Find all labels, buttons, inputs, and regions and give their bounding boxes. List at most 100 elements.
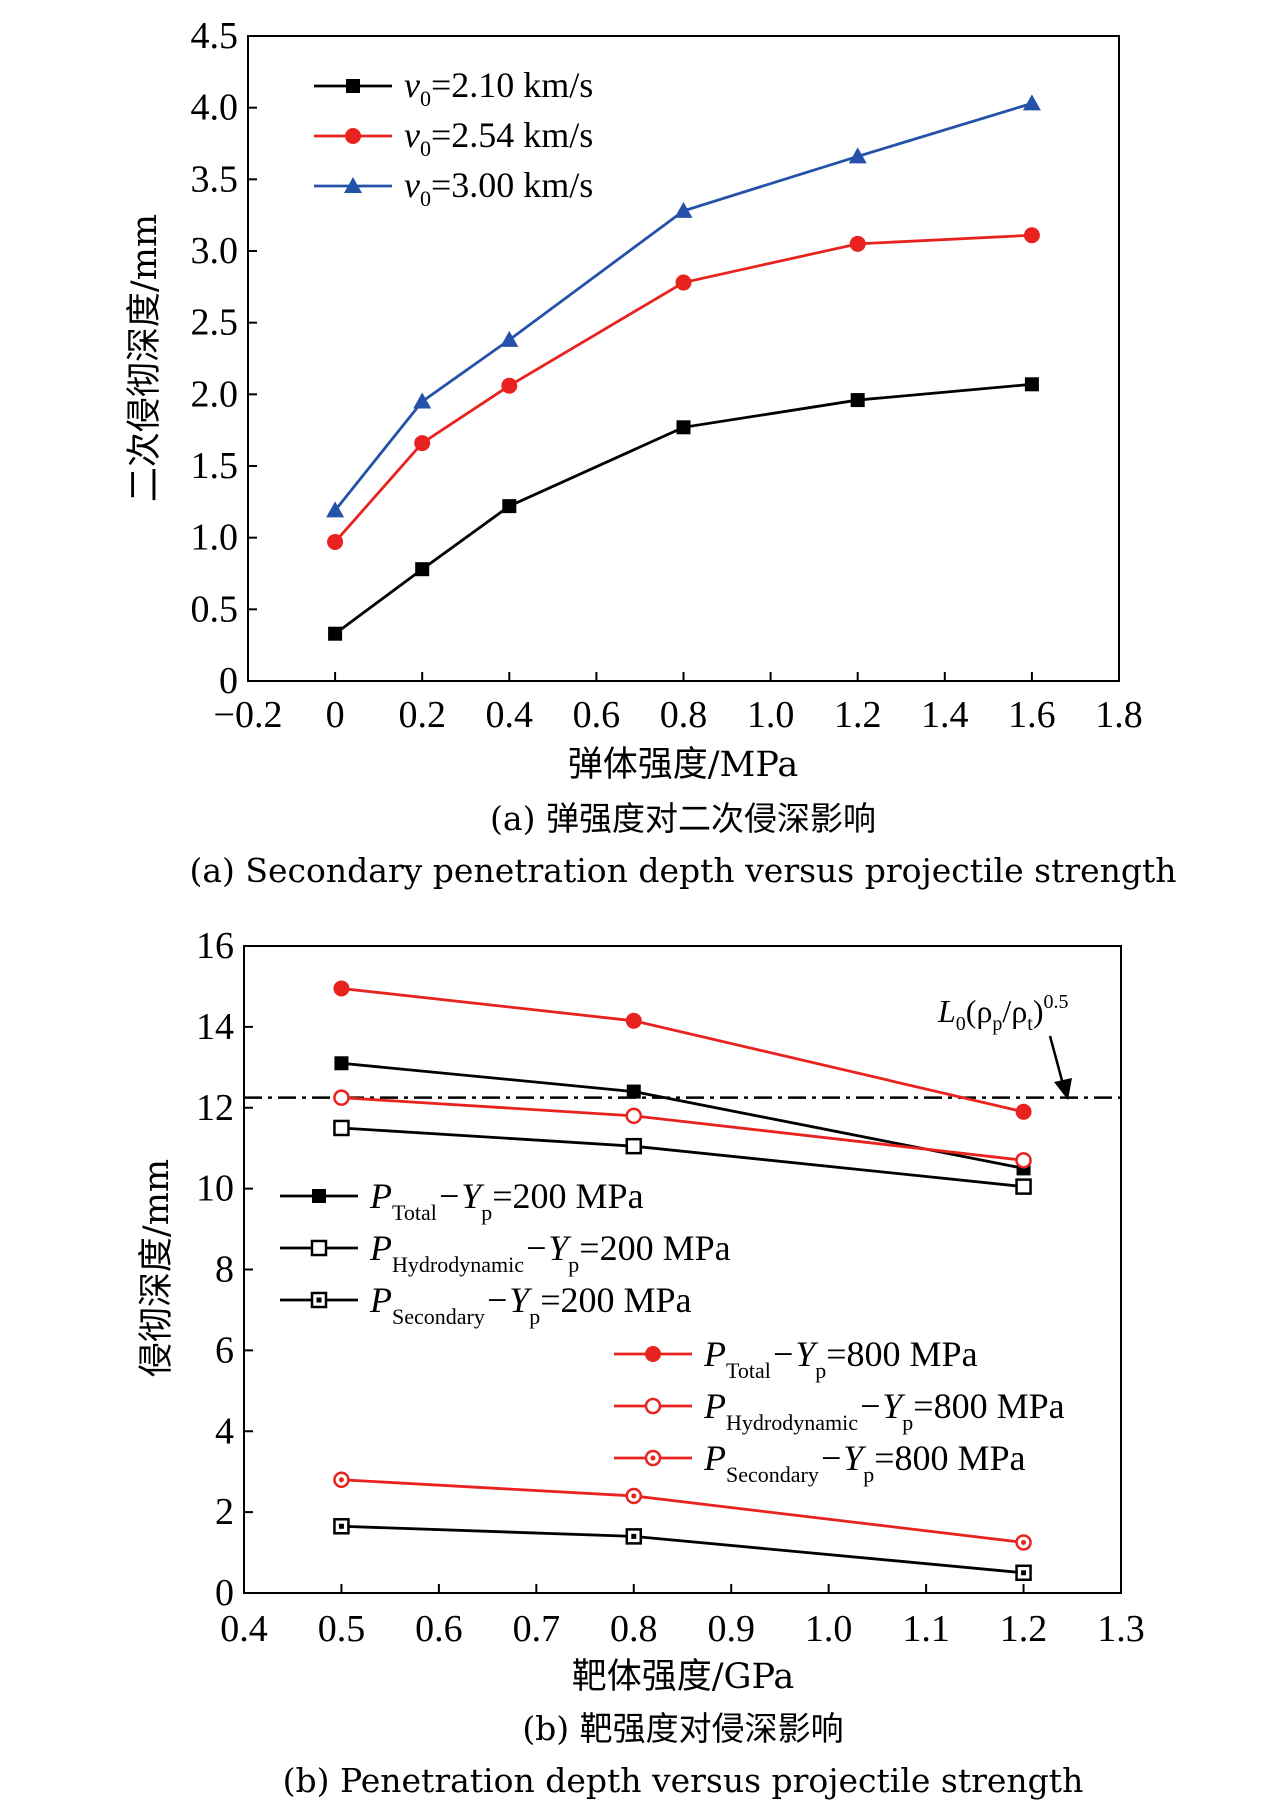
series-line: [341, 1524, 1024, 1575]
series-line: [334, 382, 1033, 635]
annotation-open: (ρ: [966, 993, 993, 1029]
y-tick-label: 0.5: [191, 588, 239, 630]
legend-entry-2: v0=2.54 km/s: [314, 115, 593, 161]
y-tick-label: 3.0: [191, 230, 239, 272]
data-point: [674, 201, 693, 218]
data-point: [326, 501, 345, 518]
legend-entry-1: PTotal−Yp=200 MPa: [280, 1176, 644, 1225]
series-5: [333, 1089, 1032, 1169]
data-point: [1015, 1178, 1032, 1195]
data-point: [500, 330, 519, 347]
legend-subscript: Secondary: [392, 1304, 485, 1329]
x-tick-label: 1.0: [805, 1608, 853, 1650]
y-tick-label: 16: [196, 925, 234, 967]
data-point: [1015, 1103, 1032, 1120]
legend-marker-dot: [316, 1297, 322, 1303]
chart-b-y-ticks: 0 2 4 6 8 10 12 14 16: [196, 925, 253, 1614]
data-point: [848, 147, 867, 164]
legend-value: =200 MPa: [492, 1176, 643, 1216]
data-point: [1015, 1152, 1032, 1169]
chart-a-series: [326, 94, 1041, 641]
legend-entry-3: v0=3.00 km/s: [314, 165, 593, 211]
data-point-dot: [338, 1523, 344, 1529]
x-tick-label: 0.6: [573, 694, 621, 736]
data-point: [501, 377, 518, 394]
x-tick-label: 0.8: [610, 1608, 658, 1650]
x-tick-label: 0.9: [707, 1608, 755, 1650]
legend-subscript-p: p: [529, 1304, 540, 1329]
x-tick-label: 1.1: [902, 1608, 950, 1650]
series-4: [333, 980, 1032, 1120]
annotation-exp: 0.5: [1044, 991, 1069, 1013]
y-tick-label: 4: [215, 1410, 234, 1452]
data-point: [502, 499, 517, 514]
x-tick-label: 1.4: [921, 694, 969, 736]
data-point: [413, 392, 432, 409]
legend-marker: [312, 1189, 326, 1203]
x-tick-label: 0.7: [513, 1608, 561, 1650]
legend-symbol: v: [404, 65, 420, 105]
legend-subscript-p: p: [568, 1252, 579, 1277]
y-tick-label: 10: [196, 1168, 234, 1210]
data-point-dot: [631, 1493, 637, 1499]
chart-b-annotation: L0(ρp/ρt)0.5: [937, 991, 1069, 1035]
chart-b-caption-en: (b) Penetration depth versus projectile …: [283, 1761, 1084, 1800]
legend-label: PTotal−Yp=200 MPa: [369, 1176, 644, 1225]
y-tick-label: 2.0: [191, 373, 239, 415]
data-point: [850, 393, 865, 408]
legend-marker: [344, 177, 362, 193]
legend-marker-dot: [650, 1455, 656, 1461]
legend-symbol: P: [369, 1228, 392, 1268]
legend-value: =2.54 km/s: [431, 115, 593, 155]
y-tick-label: 4.5: [191, 15, 239, 57]
legend-symbol-y: −Y: [771, 1334, 819, 1374]
chart-b-x-axis-label: 靶体强度/GPa: [572, 1657, 795, 1697]
chart-b-series: [333, 980, 1032, 1582]
legend-symbol-y: −Y: [858, 1386, 906, 1426]
data-point: [625, 1012, 642, 1029]
legend-symbol-y: −Y: [437, 1176, 485, 1216]
annotation-t-sub: t: [1027, 1013, 1033, 1035]
y-tick-label: 1.0: [191, 517, 239, 559]
chart-b-plot-frame: [243, 945, 1122, 1594]
series-line: [334, 233, 1032, 543]
legend-marker: [645, 1346, 661, 1362]
legend-value: =800 MPa: [913, 1386, 1064, 1426]
legend-value: =200 MPa: [540, 1280, 691, 1320]
data-point: [327, 533, 344, 550]
chart-a-plot-frame: [247, 35, 1120, 682]
chart-b-caption-cn: (b) 靶强度对侵深影响: [522, 1709, 843, 1748]
chart-a: −0.2 0 0.2 0.4 0.6 0.8 1.0 1.2 1.4 1.6 1.8 00.51.0…: [125, 15, 1177, 890]
data-point: [333, 980, 350, 997]
legend-symbol-y: −Y: [485, 1280, 533, 1320]
x-tick-label: −0.2: [214, 694, 283, 736]
chart-a-legend: v0=2.10 km/sv0=2.54 km/sv0=3.00 km/s: [314, 65, 593, 211]
chart-b-y-axis-label: 侵彻深度/mm: [137, 1159, 177, 1377]
chart-b-x-ticks: 0.4 0.5 0.6 0.7 0.8 0.9 1.0 1.1 1.2 1.3: [220, 1584, 1145, 1650]
data-point: [1024, 377, 1039, 392]
data-point: [334, 1056, 349, 1071]
data-point: [1023, 227, 1040, 244]
annotation-slash: /ρ: [1002, 993, 1027, 1029]
chart-a-y-ticks: 0 0.5 1.0 1.5 2.0 2.5 3.0 3.5 4.0 4.5: [191, 15, 257, 702]
chart-b: 0.4 0.5 0.6 0.7 0.8 0.9 1.0 1.1 1.2 1.3 0 2 4 6 8 10 12…: [137, 925, 1145, 1800]
annotation-L-sub: 0: [956, 1013, 966, 1035]
x-tick-label: 0: [326, 694, 345, 736]
x-tick-label: 0.2: [398, 694, 446, 736]
legend-subscript-p: p: [902, 1410, 913, 1435]
data-point: [625, 1107, 643, 1125]
legend-label: v0=3.00 km/s: [404, 165, 593, 211]
annotation-close: ): [1033, 993, 1044, 1029]
legend-entry-1: v0=2.10 km/s: [314, 65, 593, 111]
legend-value: =800 MPa: [826, 1334, 977, 1374]
legend-subscript-p: p: [863, 1462, 874, 1487]
legend-label: v0=2.54 km/s: [404, 115, 593, 161]
y-tick-label: 2.5: [191, 302, 239, 344]
legend-symbol: P: [369, 1176, 392, 1216]
x-tick-label: 1.6: [1008, 694, 1056, 736]
legend-entry-2: PHydrodynamic−Yp=200 MPa: [280, 1228, 731, 1277]
legend-marker: [346, 79, 360, 93]
legend-subscript: Secondary: [726, 1462, 819, 1487]
